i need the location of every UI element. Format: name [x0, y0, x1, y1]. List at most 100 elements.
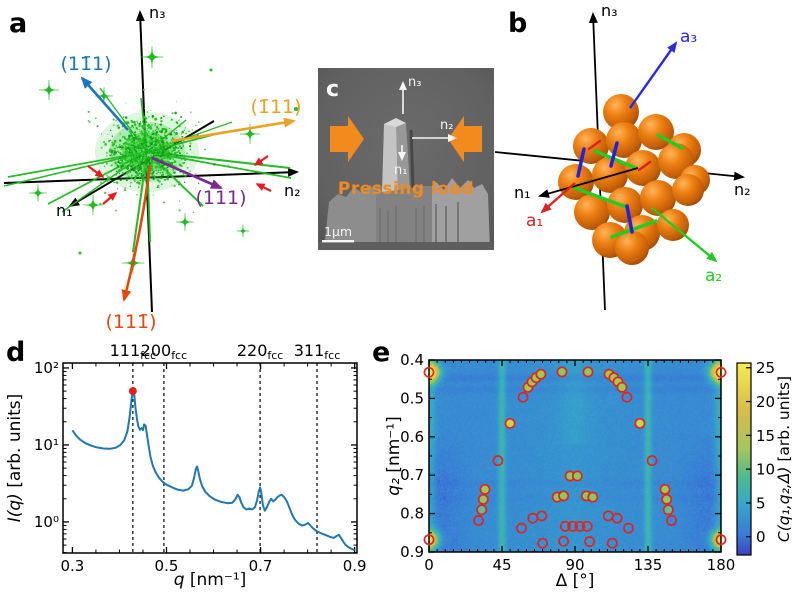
cloud-dot	[151, 114, 155, 118]
cloud-dot	[139, 179, 142, 182]
cloud-dot	[145, 120, 148, 124]
colorbar-tick-label: 5	[756, 494, 766, 512]
bragg-correlation-circle	[621, 391, 633, 403]
cloud-dot	[163, 178, 165, 181]
cloud-dot	[139, 167, 142, 171]
panel-e-correlation-map: 0 45 90 135 180 0.4 0.5 0.6 0.7 0.8 0.9 Δ [°] q₂ [nm…	[384, 351, 793, 591]
cloud-dot	[131, 137, 134, 140]
cloud-dot	[171, 184, 172, 186]
cloud-dot	[160, 135, 162, 138]
cloud-dot	[106, 178, 109, 182]
cloud-dot	[130, 149, 134, 152]
cloud-dot	[180, 146, 183, 150]
cloud-dot	[124, 161, 127, 164]
cloud-dot	[111, 143, 115, 147]
cloud-dot	[132, 126, 135, 128]
bragg-correlation-circle	[715, 366, 727, 378]
cloud-dot	[162, 145, 165, 148]
cloud-dot	[126, 166, 129, 170]
cloud-dot	[134, 154, 136, 157]
cloud-dot	[174, 111, 178, 115]
cloud-dot	[138, 172, 142, 175]
cloud-dot	[175, 129, 177, 132]
cloud-dot	[145, 130, 147, 132]
cloud-dot	[227, 164, 230, 167]
colorbar-frame	[736, 362, 752, 556]
sem-n2-label: n₂	[440, 118, 453, 133]
sem-pillar-top-face	[384, 118, 406, 127]
cloud-dot	[195, 124, 197, 127]
cloud-dot	[135, 165, 137, 168]
cloud-dot	[146, 128, 148, 130]
cloud-dot	[173, 138, 175, 140]
cloud-dot	[124, 157, 127, 160]
cloud-dot	[120, 148, 122, 151]
cloud-dot	[129, 160, 132, 162]
cloud-dot	[141, 140, 143, 143]
cloud-dot	[175, 121, 178, 124]
cloud-dot	[145, 131, 148, 134]
cloud-dot	[134, 145, 137, 148]
cloud-dot	[130, 119, 133, 122]
cloud-dot	[173, 148, 175, 151]
cloud-dot	[143, 128, 146, 131]
cloud-dot	[141, 150, 143, 153]
cloud-dot	[185, 132, 187, 135]
cloud-dot	[188, 130, 190, 132]
cloud-dot	[167, 178, 169, 180]
cloud-dot	[152, 177, 155, 181]
cloud-dot	[154, 129, 156, 131]
cloud-dot	[146, 111, 149, 113]
cloud-dot	[172, 168, 175, 171]
cloud-dot	[146, 129, 148, 131]
sem-pillar-shadow	[409, 129, 415, 189]
cloud-dot	[182, 136, 184, 138]
cloud-dot	[154, 136, 157, 140]
cloud-dot	[96, 125, 99, 128]
bragg-correlation-circle	[556, 366, 568, 378]
cloud-dot	[116, 188, 119, 190]
cloud-dot	[159, 123, 163, 126]
panel-d-letter: d	[6, 337, 25, 368]
cloud-dot	[171, 150, 174, 153]
cloud-dot	[158, 137, 160, 139]
cloud-dot	[170, 153, 173, 156]
cloud-dot	[175, 143, 178, 146]
bragg-correlation-circle	[516, 522, 527, 534]
cloud-dot	[154, 176, 156, 179]
cloud-dot	[134, 133, 136, 135]
cloud-dot	[138, 143, 141, 145]
cloud-dot	[131, 160, 134, 163]
cloud-dot	[129, 185, 131, 187]
cloud-dot	[152, 145, 155, 148]
panel-b-crystal-model: n₃ n₂ n₁ a₁ a₂ a₃ b	[494, 1, 751, 311]
cloud-dot	[143, 164, 146, 167]
bragg-correlation-circle	[571, 470, 583, 482]
cloud-dot	[157, 128, 160, 130]
cloud-dot	[163, 169, 166, 172]
cloud-dot	[160, 168, 162, 171]
cloud-dot	[136, 128, 139, 130]
cloud-dot	[146, 150, 149, 154]
cloud-dot	[178, 156, 180, 158]
b-a2-arrow	[651, 207, 718, 263]
cloud-dot	[141, 134, 143, 136]
cloud-dot	[160, 151, 162, 153]
cloud-dot	[62, 193, 64, 195]
cloud-dot	[133, 120, 136, 124]
cloud-dot	[127, 170, 130, 174]
cloud-dot	[149, 127, 153, 130]
cloud-dot	[154, 143, 158, 146]
cloud-dot	[101, 162, 104, 165]
cloud-dot	[148, 130, 150, 133]
d-x-tick-label: 0.7	[249, 557, 273, 575]
cloud-dot	[111, 160, 113, 163]
cloud-dot	[115, 157, 118, 160]
bragg-correlation-circle	[616, 381, 628, 393]
cloud-dot	[134, 131, 137, 133]
cloud-dot	[110, 164, 113, 167]
cloud-dot	[141, 177, 144, 180]
green-bond	[593, 149, 638, 170]
d-x-tick-label: 0.5	[155, 557, 179, 575]
cloud-dot	[137, 144, 139, 146]
